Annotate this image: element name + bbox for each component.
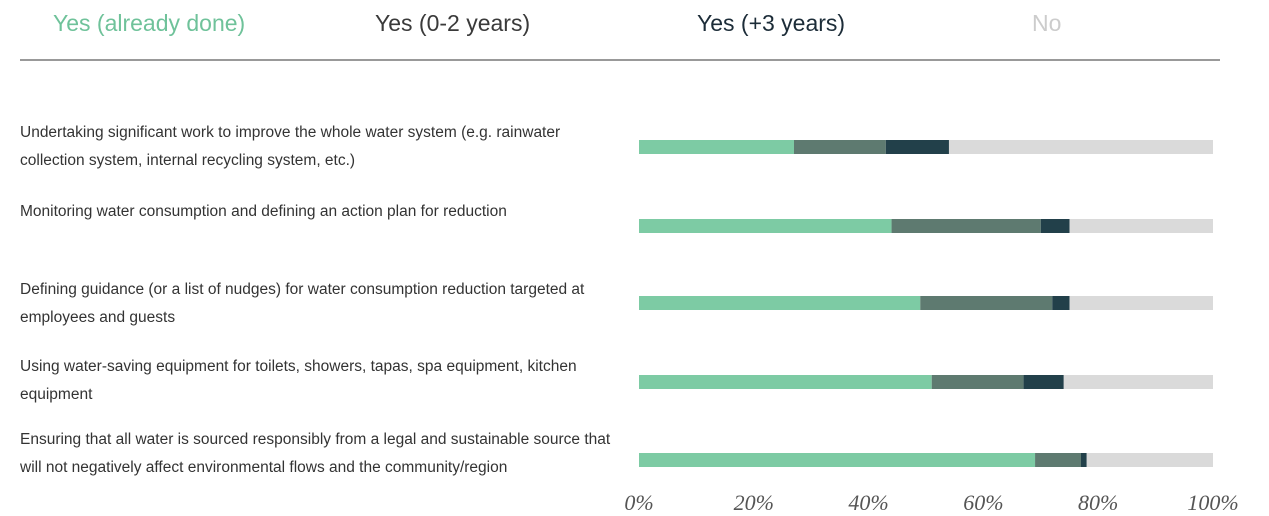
bar-segment [639, 140, 794, 154]
x-tick-label: 20% [734, 490, 774, 515]
bar-segment [639, 453, 1036, 467]
bar-segment [1052, 296, 1070, 310]
bar-segment [1040, 219, 1070, 233]
bar-segment [1035, 453, 1081, 467]
bar-segment [1069, 219, 1213, 233]
bar-segment [948, 140, 1213, 154]
x-tick-label: 100% [1187, 490, 1238, 515]
category-label: Ensuring that all water is sourced respo… [20, 431, 611, 476]
bar-segment [1023, 375, 1064, 389]
x-tick-label: 0% [624, 490, 653, 515]
bar-segment [891, 219, 1041, 233]
legend-entry: Yes (already done) [53, 10, 246, 36]
bar-segment [1063, 375, 1213, 389]
bar-segment [639, 219, 892, 233]
legend-entry: Yes (0-2 years) [375, 10, 531, 36]
bar-segment [1080, 453, 1087, 467]
category-label: Using water-saving equipment for toilets… [20, 358, 577, 403]
x-tick-label: 80% [1078, 490, 1118, 515]
bar-segment [639, 375, 932, 389]
bar-segment [1069, 296, 1213, 310]
bar-segment [639, 296, 921, 310]
bar-segment [1086, 453, 1213, 467]
category-label: Undertaking significant work to improve … [20, 124, 561, 169]
x-tick-label: 40% [848, 490, 888, 515]
category-label: Defining guidance (or a list of nudges) … [20, 281, 585, 326]
bar-segment [931, 375, 1024, 389]
category-label: Monitoring water consumption and definin… [20, 203, 507, 220]
bar-segment [920, 296, 1053, 310]
x-tick-label: 60% [963, 490, 1003, 515]
bar-segment [793, 140, 886, 154]
legend-entry: No [1032, 10, 1062, 36]
bar-segment [885, 140, 949, 154]
legend-entry: Yes (+3 years) [697, 10, 846, 36]
